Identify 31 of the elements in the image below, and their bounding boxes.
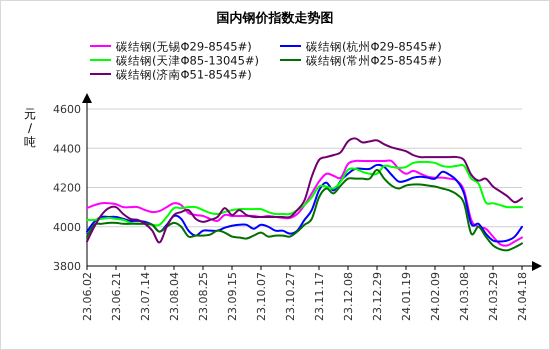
x-tick-label: 23.12.08 [342,272,355,321]
line-series [86,160,523,226]
x-tick-label: 23.11.17 [313,272,326,321]
x-tick-label: 23.07.14 [139,272,152,321]
legend-label: 碳结钢(无锡Φ29-8545#) [115,40,252,54]
x-tick-label: 23.09.15 [226,272,239,321]
x-tick-label: 23.08.25 [197,272,210,321]
legend-label: 碳结钢(常州Φ25-8545#) [305,54,442,68]
x-tick-label: 24.03.08 [458,272,471,321]
x-tick-label: 24.01.19 [400,272,413,321]
x-tick-label: 24.03.29 [487,272,500,321]
x-tick-label: 23.12.29 [371,272,384,321]
x-tick-label: 24.04.18 [516,272,529,321]
y-tick-label: 4000 [53,220,81,234]
x-tick-label: 24.02.09 [429,272,442,321]
chart-title: 国内钢价指数走势图 [216,10,334,26]
line-series [86,168,523,252]
legend-label: 碳结钢(济南Φ51-8545#) [115,68,252,82]
x-tick-label: 23.06.21 [110,272,123,321]
y-tick-label: 3800 [53,260,81,273]
y-tick-label: 4200 [53,182,81,194]
legend-label: 碳结钢(天津Φ85-13045#) [115,54,260,68]
y-axis-title: 元/吨 [24,107,36,149]
x-tick-label: 23.08.04 [168,272,181,321]
line-series [86,137,523,244]
y-tick-label: 4400 [53,142,81,156]
x-tick-label: 23.10.27 [284,272,297,321]
x-tick-label: 23.06.02 [81,272,94,321]
x-tick-label: 23.10.07 [255,272,268,321]
y-tick-label: 4600 [53,103,81,116]
legend-label: 碳结钢(杭州Φ29-8545#) [305,40,442,54]
